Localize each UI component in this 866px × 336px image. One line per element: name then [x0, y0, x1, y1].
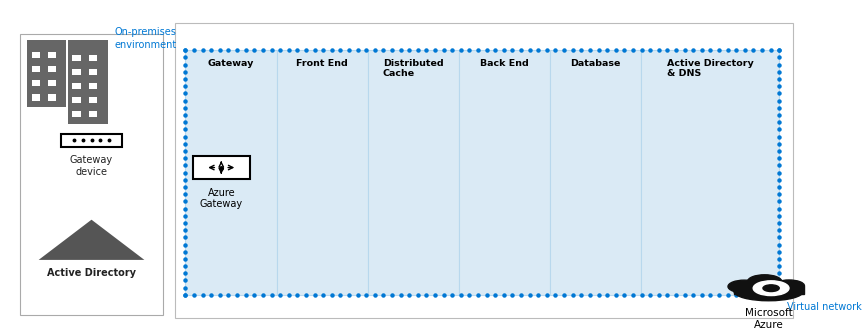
Bar: [32, 66, 40, 72]
Bar: [27, 40, 66, 107]
Text: Virtual network: Virtual network: [786, 302, 862, 311]
Bar: [193, 156, 249, 179]
Bar: [68, 40, 108, 124]
Bar: [48, 94, 56, 100]
Bar: [73, 83, 81, 89]
Bar: [175, 24, 793, 318]
Bar: [88, 83, 97, 89]
Text: Database: Database: [570, 59, 621, 68]
Bar: [48, 80, 56, 86]
Bar: [88, 97, 97, 103]
Text: Active Directory
& DNS: Active Directory & DNS: [667, 59, 753, 78]
Ellipse shape: [773, 280, 805, 292]
Bar: [550, 50, 641, 295]
Text: Azure
Gateway: Azure Gateway: [200, 187, 242, 209]
Bar: [368, 50, 459, 295]
Bar: [20, 34, 163, 315]
Bar: [48, 66, 56, 72]
Bar: [73, 69, 81, 75]
Text: On-premises
environment: On-premises environment: [114, 27, 177, 50]
Text: Back End: Back End: [480, 59, 528, 68]
Bar: [641, 50, 779, 295]
Bar: [73, 55, 81, 61]
Bar: [32, 80, 40, 86]
Polygon shape: [39, 220, 145, 260]
Bar: [32, 52, 40, 58]
Bar: [61, 134, 122, 147]
Text: Distributed
Cache: Distributed Cache: [383, 59, 443, 78]
Text: Gateway
device: Gateway device: [70, 155, 113, 177]
Text: «···»: «···»: [786, 287, 806, 296]
Bar: [48, 52, 56, 58]
Text: Gateway: Gateway: [208, 59, 255, 68]
Ellipse shape: [747, 275, 782, 288]
Circle shape: [763, 285, 779, 292]
Bar: [185, 50, 276, 295]
Bar: [276, 50, 368, 295]
Bar: [73, 111, 81, 117]
Bar: [734, 286, 804, 294]
Bar: [73, 97, 81, 103]
Ellipse shape: [728, 280, 760, 293]
Text: Active Directory: Active Directory: [47, 268, 136, 278]
Circle shape: [753, 281, 789, 296]
Text: Microsoft
Azure: Microsoft Azure: [745, 308, 792, 330]
Text: Front End: Front End: [296, 59, 348, 68]
Bar: [88, 69, 97, 75]
Ellipse shape: [734, 282, 804, 301]
Bar: [88, 55, 97, 61]
Bar: [32, 94, 40, 100]
Bar: [459, 50, 550, 295]
Bar: [88, 111, 97, 117]
